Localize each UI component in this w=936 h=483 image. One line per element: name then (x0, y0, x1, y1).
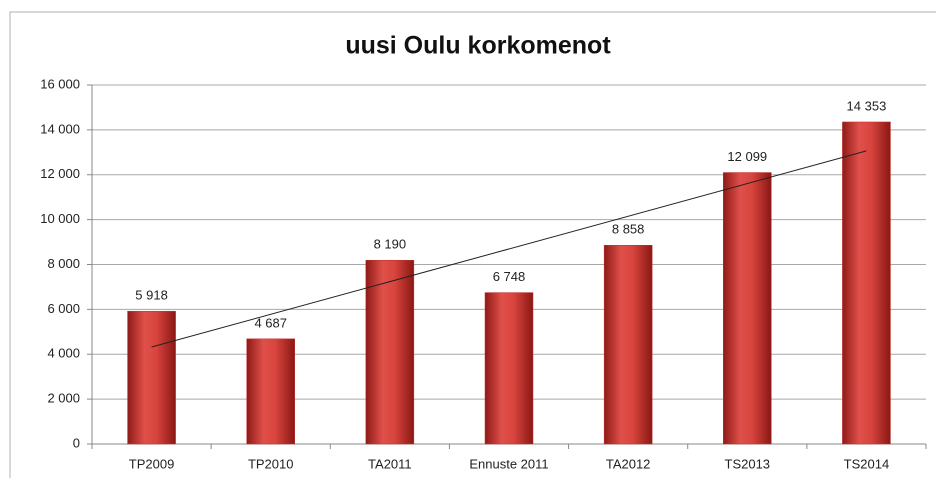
bar (484, 292, 534, 445)
x-tick-label: TS2013 (725, 456, 771, 471)
y-tick-label: 16 000 (40, 76, 80, 91)
x-tick-label: TA2011 (368, 456, 412, 471)
data-label: 8 858 (612, 222, 645, 237)
data-label: 6 748 (493, 269, 526, 284)
data-label: 12 099 (727, 149, 767, 164)
y-tick-label: 12 000 (40, 166, 80, 181)
trendline (151, 150, 867, 348)
data-label: 5 918 (135, 288, 168, 303)
bar (842, 121, 891, 445)
chart-border (9, 11, 936, 483)
bar (723, 172, 772, 445)
bar (127, 310, 176, 445)
bar (603, 244, 653, 445)
x-tick-label: TP2010 (248, 456, 294, 471)
bar (246, 338, 295, 445)
x-tick-label: TA2012 (606, 456, 651, 471)
y-tick-label: 4 000 (47, 346, 80, 361)
y-tick-label: 8 000 (47, 256, 80, 271)
x-tick-label: TP2009 (129, 456, 175, 471)
x-tick-label: TS2014 (844, 456, 890, 471)
chart-title: uusi Oulu korkomenot (345, 32, 611, 60)
x-tick-label: Ennuste 2011 (469, 456, 548, 471)
y-tick-label: 0 (73, 435, 80, 450)
data-label: 4 687 (254, 315, 287, 330)
bar (365, 259, 415, 445)
data-label: 14 353 (847, 98, 887, 113)
y-tick-label: 6 000 (47, 301, 80, 316)
y-tick-label: 14 000 (40, 121, 80, 136)
y-tick-label: 10 000 (40, 211, 80, 226)
y-tick-label: 2 000 (47, 391, 80, 406)
data-label: 8 190 (374, 237, 407, 252)
